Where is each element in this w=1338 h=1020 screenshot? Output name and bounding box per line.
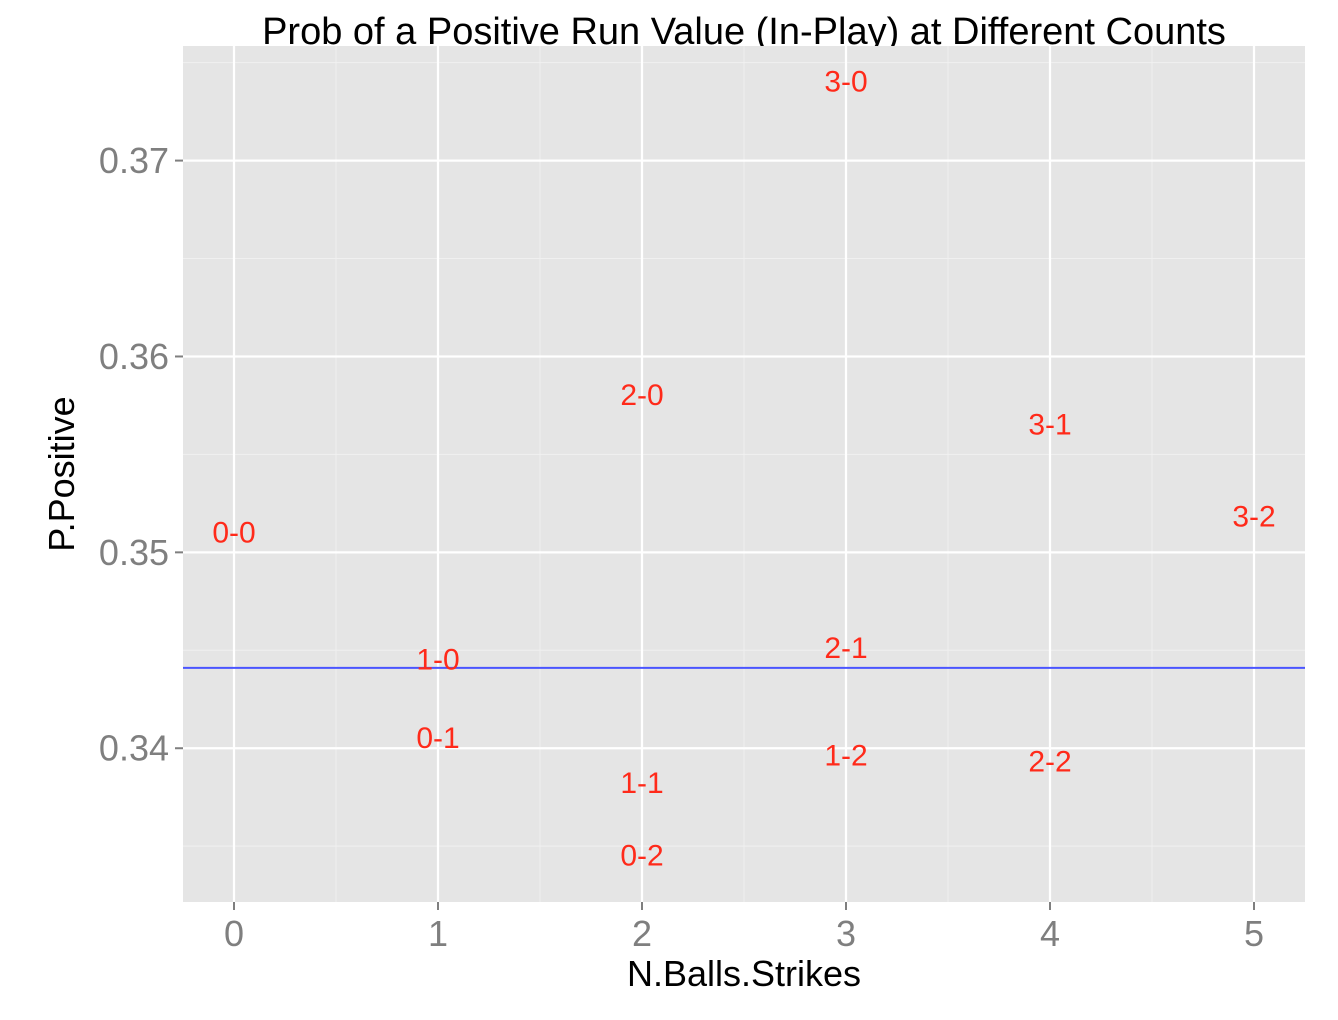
x-axis: 0 1 2 3 4 5 xyxy=(224,902,1264,954)
x-axis-title: N.Balls.Strikes xyxy=(627,953,861,994)
major-grid xyxy=(183,46,1305,902)
y-axis-title: P.Positive xyxy=(41,396,82,551)
point-label-1-0: 1-0 xyxy=(416,644,459,677)
point-label-1-2: 1-2 xyxy=(824,740,867,773)
point-label-0-1: 0-1 xyxy=(416,722,459,755)
point-label-2-2: 2-2 xyxy=(1028,745,1071,778)
y-tick-label: 0.37 xyxy=(99,140,169,181)
y-tick-label: 0.35 xyxy=(99,532,169,573)
point-label-3-1: 3-1 xyxy=(1028,409,1071,442)
x-tick-label: 1 xyxy=(428,913,448,954)
point-label-2-0: 2-0 xyxy=(620,379,663,412)
point-labels: 0-0 1-0 0-1 2-0 1-1 0-2 3-0 2-1 1-2 3-1 2-2 3-2 xyxy=(212,66,1275,873)
point-label-3-2: 3-2 xyxy=(1232,501,1275,534)
x-tick-label: 3 xyxy=(836,913,856,954)
x-tick-label: 2 xyxy=(632,913,652,954)
point-label-1-1: 1-1 xyxy=(620,767,663,800)
point-label-0-2: 0-2 xyxy=(620,839,663,872)
y-axis: 0.34 0.35 0.36 0.37 xyxy=(99,140,183,769)
minor-grid xyxy=(183,46,1305,902)
y-tick-label: 0.36 xyxy=(99,336,169,377)
point-label-3-0: 3-0 xyxy=(824,66,867,99)
y-tick-label: 0.34 xyxy=(99,728,169,769)
x-tick-label: 4 xyxy=(1040,913,1060,954)
x-tick-label: 0 xyxy=(224,913,244,954)
point-label-2-1: 2-1 xyxy=(824,632,867,665)
point-label-0-0: 0-0 xyxy=(212,516,255,549)
x-tick-label: 5 xyxy=(1244,913,1264,954)
